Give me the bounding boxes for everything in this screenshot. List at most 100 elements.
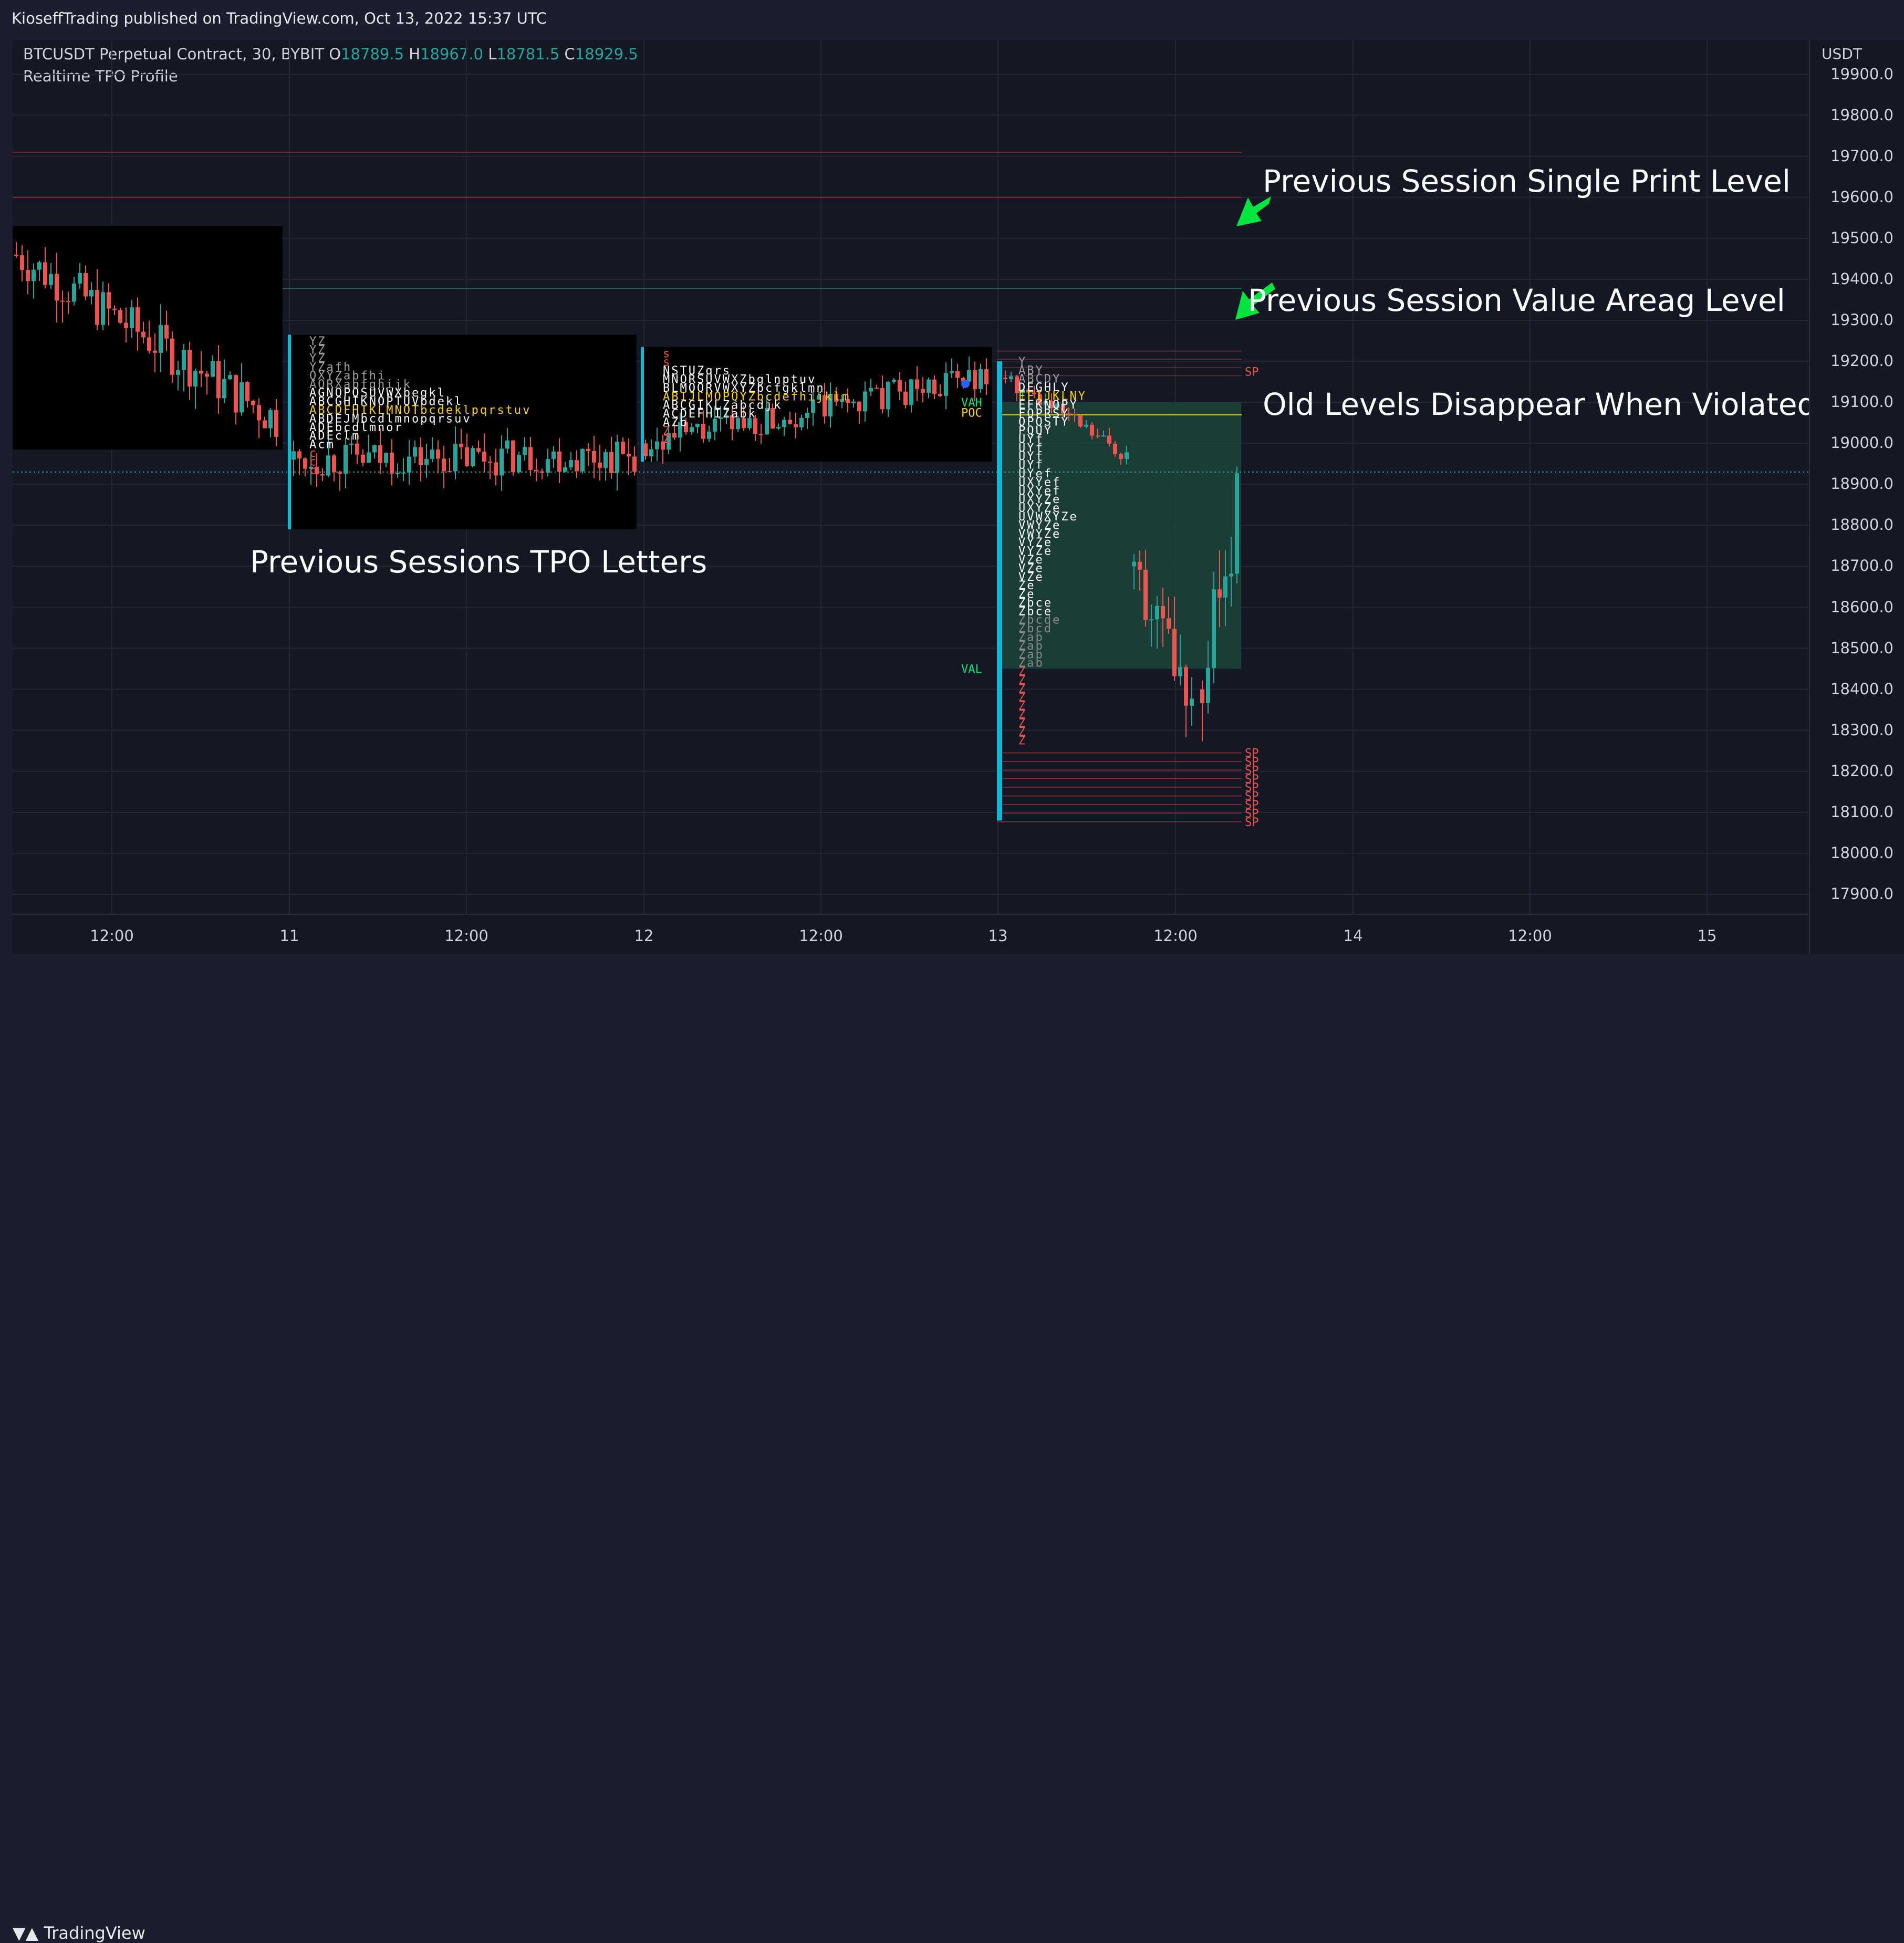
candle-body	[511, 440, 515, 473]
tpo-row: UXYZe	[1018, 493, 1061, 506]
tpo-row: Zab	[1018, 631, 1044, 644]
candle-body	[1200, 689, 1204, 704]
sp-label: SP	[1245, 807, 1259, 820]
price-tick-label: 19500.0	[1830, 228, 1893, 247]
candle-body	[984, 369, 989, 384]
tpo-row: VYZe	[1018, 545, 1053, 558]
candle-body	[690, 427, 694, 432]
candle-body	[378, 445, 382, 463]
tpo-row: AGNOPQSUVWXbegkl	[309, 386, 446, 400]
candle-body	[315, 466, 319, 475]
candle-body	[563, 467, 567, 472]
price-scale[interactable]: USDT 19900.0 19800.0 19700.0 19600.0 19500.0…	[1809, 40, 1904, 954]
tpo-row: Z	[1018, 683, 1027, 696]
candle-body	[430, 450, 434, 459]
candle-body	[857, 401, 861, 412]
sp-label: SP	[1245, 816, 1259, 829]
candle-body	[643, 443, 648, 456]
candle-body	[695, 424, 700, 427]
tpo-row: OPQSTY	[1018, 416, 1069, 429]
candle-body	[372, 445, 377, 453]
candle-body	[1003, 378, 1007, 380]
price-tick-label: 18000.0	[1830, 843, 1893, 862]
tpo-row: AZb	[663, 416, 689, 429]
candle-body	[736, 418, 740, 429]
chart-pane[interactable]: BTCUSDT Perpetual Contract, 30, BYBIT O1…	[13, 40, 1809, 954]
tpo-row: ABCGIKLZabcdjk	[663, 399, 782, 412]
candle-body	[1067, 413, 1071, 415]
candle-body	[245, 382, 249, 401]
candle-body	[20, 255, 24, 270]
candle-body	[742, 418, 746, 429]
candle-body	[72, 283, 76, 302]
time-tick-label: 12:00	[444, 927, 488, 945]
candle-body	[1101, 435, 1106, 437]
candle-body	[788, 420, 792, 424]
tpo-row: ADEbcdlmnor	[309, 421, 403, 434]
tpo-row: Zab	[1018, 648, 1044, 661]
ohlc-h-label: H	[409, 45, 421, 63]
candle-body	[540, 471, 544, 473]
candle-body	[546, 459, 550, 473]
footer: ▼▲ TradingView	[0, 954, 1904, 1943]
price-tick-label: 19000.0	[1830, 434, 1893, 452]
candle-body	[1049, 401, 1054, 409]
candle-body	[834, 394, 838, 402]
tpo-row: YZ	[309, 352, 327, 365]
candle-body	[1155, 605, 1159, 620]
candle-body	[268, 410, 273, 429]
candle-body	[1073, 414, 1077, 416]
annotation-tpo-letters: Previous Sessions TPO Letters	[250, 544, 708, 580]
candle-body	[49, 274, 53, 285]
candle-body	[707, 431, 711, 439]
candle-body	[875, 388, 879, 389]
tpo-row: YZ	[309, 343, 327, 357]
time-scale[interactable]	[13, 914, 1809, 955]
candle-body	[1096, 435, 1100, 437]
candle-body	[805, 412, 809, 418]
candle-body	[413, 447, 417, 457]
ohlc-o-value: 18789.5	[341, 45, 404, 63]
candle-body	[950, 371, 954, 373]
candle-body	[500, 448, 504, 476]
candle-body	[604, 452, 608, 468]
candle-body	[903, 391, 908, 405]
candle-body	[730, 415, 734, 429]
chart-canvas[interactable]: YZYZYZYZafhQXYZabfhiAQRXabfghijkAGNOPQSU…	[13, 40, 1809, 954]
price-tick-label: 18100.0	[1830, 802, 1893, 821]
candle-body	[494, 462, 498, 476]
tpo-row: Zab	[1018, 657, 1044, 670]
candle-body	[1149, 619, 1153, 621]
candle-body	[1229, 573, 1233, 577]
candle-body	[176, 370, 180, 375]
tradingview-logo[interactable]: ▼▲ TradingView	[13, 1923, 145, 1943]
candle-body	[667, 433, 671, 450]
candle-body	[840, 399, 844, 402]
annotation-single-print: Previous Session Single Print Level	[1263, 163, 1791, 199]
tpo-row: UYef	[1018, 467, 1053, 480]
ohlc-l-label: L	[488, 45, 497, 63]
candle-body	[442, 458, 446, 472]
candle-body	[851, 401, 856, 403]
tpo-row: VZe	[1018, 571, 1044, 584]
tpo-row: Z	[663, 433, 671, 446]
tpo-row: Z	[1018, 717, 1027, 730]
candle-body	[655, 441, 659, 450]
candle-body	[303, 458, 307, 469]
tpo-row: VZe	[1018, 562, 1044, 575]
candle-body	[240, 382, 244, 413]
tpo-row: PQUY	[1018, 424, 1053, 437]
tpo-row: ADEclm	[309, 430, 360, 443]
ohlc-c-value: 18929.5	[575, 45, 638, 63]
candle-body	[390, 453, 394, 474]
candle-body	[274, 410, 278, 437]
candle-body	[528, 447, 533, 470]
time-tick-label: 12	[634, 927, 654, 945]
candle-body	[569, 460, 573, 468]
symbol-legend[interactable]: BTCUSDT Perpetual Contract, 30, BYBIT O1…	[23, 45, 638, 63]
tpo-row: BLMOQRVWXYZbcfgklmn	[663, 382, 825, 395]
indicator-legend[interactable]: Realtime TPO Profile	[23, 67, 178, 85]
candle-body	[955, 371, 960, 378]
price-tick-label: 19100.0	[1830, 393, 1893, 411]
candle-body	[1143, 570, 1148, 620]
